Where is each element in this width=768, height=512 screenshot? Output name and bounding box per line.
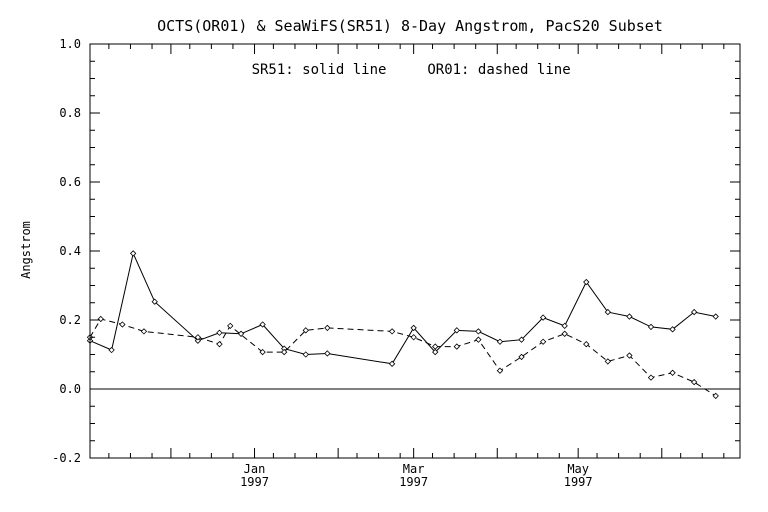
series-layer	[86, 250, 719, 400]
y-tick-label: 0.8	[59, 106, 81, 120]
data-point-or01	[453, 343, 460, 350]
data-point-or01	[496, 367, 504, 374]
data-point-sr51	[302, 351, 309, 358]
data-point-or01	[583, 340, 590, 348]
data-point-or01	[690, 378, 698, 386]
data-point-sr51	[539, 314, 547, 321]
data-point-sr51	[647, 323, 655, 331]
x-tick-label: Jan	[244, 462, 266, 476]
data-point-sr51	[453, 327, 460, 334]
data-point-sr51	[216, 329, 223, 336]
dashed-line-annotation: OR01: dashed line	[427, 62, 570, 78]
data-point-sr51	[388, 360, 396, 367]
chart-title: OCTS(OR01) & SeaWiFS(SR51) 8-Day Angstro…	[157, 17, 663, 35]
data-point-sr51	[583, 278, 590, 286]
x-tick-label: Mar	[403, 462, 425, 476]
data-point-sr51	[324, 350, 331, 357]
data-point-or01	[281, 348, 288, 356]
data-point-or01	[140, 328, 148, 335]
data-point-or01	[647, 374, 655, 381]
x-tick-year-label: 1997	[399, 475, 428, 489]
data-point-sr51	[194, 337, 202, 344]
data-point-or01	[302, 327, 309, 334]
x-tick-label: May	[567, 462, 589, 476]
data-point-or01	[604, 358, 612, 365]
data-point-or01	[227, 322, 234, 330]
data-point-or01	[119, 321, 126, 328]
data-point-or01	[194, 334, 202, 341]
data-point-or01	[475, 336, 482, 343]
axes-layer: -0.20.00.20.40.60.81.0Jan1997Mar1997May1…	[52, 37, 741, 489]
data-point-or01	[259, 348, 266, 356]
y-tick-label: -0.2	[52, 451, 81, 465]
data-point-sr51	[129, 250, 137, 257]
y-axis-label: Angstrom	[19, 221, 33, 279]
y-tick-label: 0.4	[59, 244, 81, 258]
data-point-sr51	[604, 308, 612, 316]
data-point-sr51	[496, 338, 504, 345]
data-point-sr51	[432, 348, 439, 356]
data-point-sr51	[561, 322, 568, 330]
data-point-sr51	[410, 324, 417, 332]
data-point-sr51	[108, 346, 115, 354]
data-point-sr51	[475, 328, 482, 335]
data-point-or01	[388, 328, 396, 335]
data-point-or01	[669, 369, 676, 376]
data-point-sr51	[712, 313, 719, 320]
data-point-or01	[518, 353, 525, 361]
y-tick-label: 0.6	[59, 175, 81, 189]
data-point-sr51	[669, 326, 676, 333]
x-tick-year-label: 1997	[564, 475, 593, 489]
x-tick-year-label: 1997	[240, 475, 269, 489]
y-tick-label: 0.2	[59, 313, 81, 327]
data-point-or01	[324, 324, 331, 332]
y-tick-label: 0.0	[59, 382, 81, 396]
solid-line-annotation: SR51: solid line	[252, 62, 387, 78]
data-point-sr51	[626, 313, 633, 320]
data-point-or01	[561, 330, 568, 337]
data-point-or01	[626, 352, 633, 359]
data-point-or01	[539, 338, 547, 345]
data-point-or01	[432, 343, 439, 350]
data-point-or01	[216, 340, 223, 348]
data-point-or01	[97, 315, 104, 323]
data-point-sr51	[518, 336, 525, 343]
data-point-sr51	[690, 308, 698, 316]
y-tick-label: 1.0	[59, 37, 81, 51]
data-point-sr51	[151, 298, 158, 305]
data-point-or01	[712, 392, 719, 400]
data-point-or01	[410, 334, 417, 341]
data-point-sr51	[259, 321, 266, 328]
